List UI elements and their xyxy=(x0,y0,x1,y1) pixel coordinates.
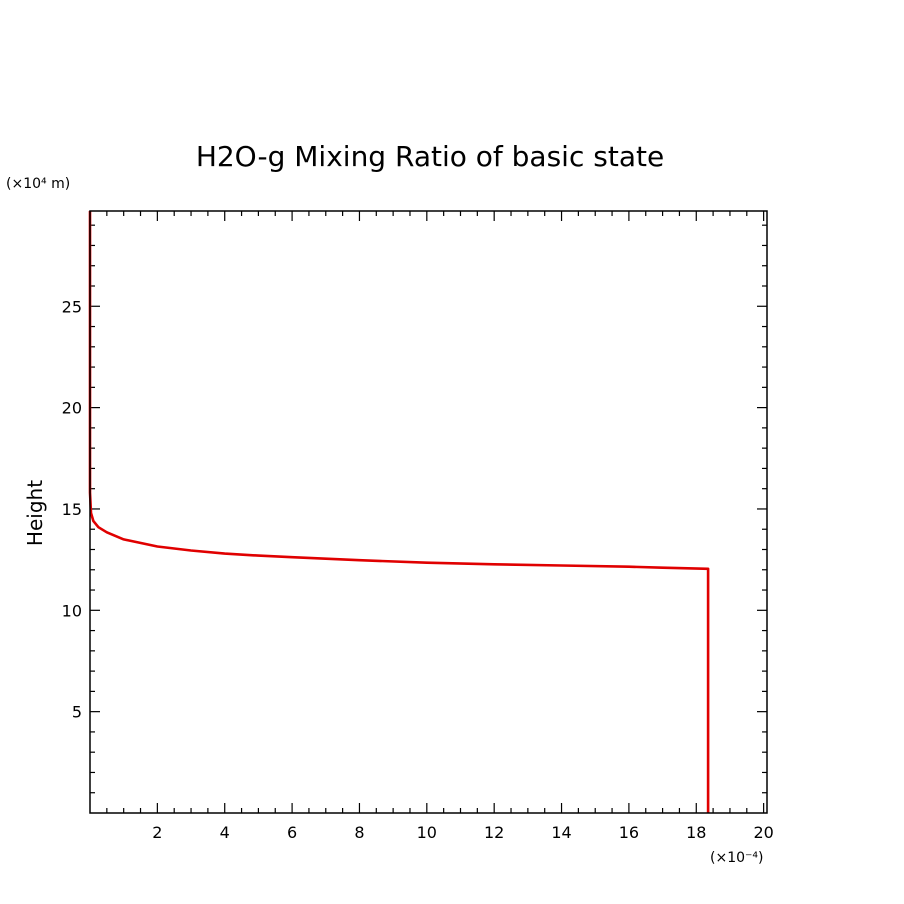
x-tick-label: 16 xyxy=(619,823,639,842)
y-tick-label: 10 xyxy=(62,601,82,620)
x-unit-label: (×10⁻⁴) xyxy=(710,850,763,866)
y-tick-label: 5 xyxy=(72,703,82,722)
y-tick-label: 25 xyxy=(62,297,82,316)
y-tick-label: 15 xyxy=(62,500,82,519)
series-line xyxy=(88,211,710,813)
x-tick-label: 18 xyxy=(686,823,706,842)
x-tick-label: 2 xyxy=(152,823,162,842)
tick-labels-group: 2 4 6 8 10 12 14 16 18 20 5 10 15 20 25 xyxy=(62,297,774,842)
x-tick-label: 12 xyxy=(484,823,504,842)
chart-title: H2O-g Mixing Ratio of basic state xyxy=(196,140,664,173)
x-tick-label: 8 xyxy=(354,823,364,842)
y-axis-label: Height xyxy=(23,480,47,546)
x-tick-label: 4 xyxy=(220,823,230,842)
x-tick-label: 6 xyxy=(287,823,297,842)
x-tick-label: 10 xyxy=(417,823,437,842)
ticks-group xyxy=(90,211,767,813)
x-tick-label: 20 xyxy=(753,823,773,842)
plot-frame xyxy=(89,210,768,814)
series-group xyxy=(88,211,710,813)
y-tick-label: 20 xyxy=(62,399,82,418)
x-tick-label: 14 xyxy=(551,823,571,842)
y-unit-label: (×10⁴ m) xyxy=(6,176,70,192)
